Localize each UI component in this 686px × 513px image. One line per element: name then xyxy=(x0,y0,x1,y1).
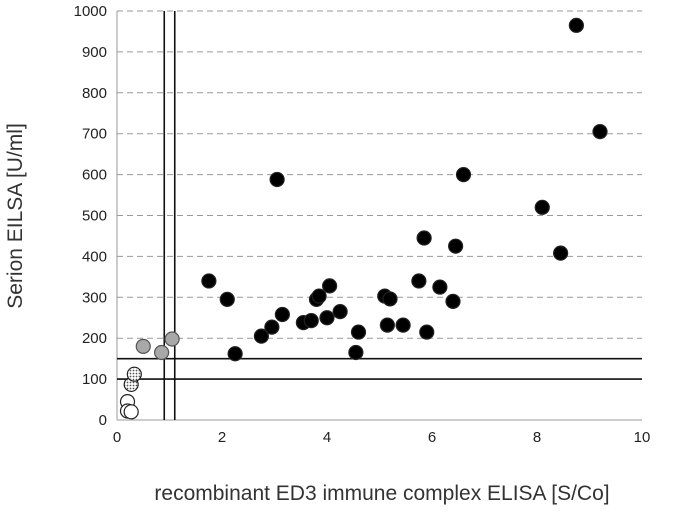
x-tick-label-0: 0 xyxy=(113,429,121,446)
y-tick-label-900: 900 xyxy=(82,44,107,61)
y-tick-label-400: 400 xyxy=(82,248,107,265)
data-point-grey-1 xyxy=(135,338,151,354)
x-tick-label-8: 8 xyxy=(533,429,541,446)
x-tick-label-6: 6 xyxy=(428,429,436,446)
data-point-filled-14 xyxy=(332,304,348,320)
data-point-filled-25 xyxy=(445,293,461,309)
y-tick-label-500: 500 xyxy=(82,208,107,225)
data-point-filled-27 xyxy=(455,167,472,183)
data-point-filled-11 xyxy=(311,288,327,304)
data-point-filled-26 xyxy=(448,238,464,254)
data-point-filled-6 xyxy=(269,171,285,188)
data-point-filled-29 xyxy=(553,245,569,261)
y-tick-label-700: 700 xyxy=(82,126,107,143)
y-tick-label-100: 100 xyxy=(82,371,107,388)
data-point-filled-20 xyxy=(395,317,411,333)
data-point-filled-22 xyxy=(416,230,432,246)
x-tick-label-2: 2 xyxy=(218,429,226,446)
axes xyxy=(116,11,642,421)
tick-labels: 0 100 200 300 400 500 600 700 800 900 1000 0 2 4 6 8 10 xyxy=(74,3,651,446)
data-points xyxy=(119,17,608,420)
y-tick-label-300: 300 xyxy=(82,289,107,306)
data-point-filled-31 xyxy=(592,124,608,140)
data-point-open-3 xyxy=(123,404,139,420)
y-tick-label-1000: 1000 xyxy=(74,3,107,20)
data-point-filled-9 xyxy=(303,313,319,329)
data-point-dotted-2 xyxy=(126,366,142,382)
data-point-filled-19 xyxy=(382,291,398,307)
data-point-filled-13 xyxy=(322,278,338,294)
x-axis-title: recombinant ED3 immune complex ELISA [S/… xyxy=(154,482,609,505)
data-point-filled-7 xyxy=(274,306,290,323)
gridlines xyxy=(117,10,642,380)
y-tick-label-0: 0 xyxy=(99,412,107,429)
data-point-filled-4 xyxy=(253,328,269,344)
data-point-filled-1 xyxy=(201,273,217,289)
data-point-filled-3 xyxy=(227,346,243,362)
data-point-grey-2 xyxy=(154,344,170,361)
data-point-filled-15 xyxy=(348,344,364,361)
data-point-grey-3 xyxy=(164,331,180,347)
y-tick-label-800: 800 xyxy=(82,85,107,102)
data-point-filled-28 xyxy=(534,199,550,215)
data-point-filled-30 xyxy=(568,17,584,33)
data-point-filled-2 xyxy=(219,291,235,307)
y-tick-label-600: 600 xyxy=(82,167,107,184)
y-tick-label-200: 200 xyxy=(82,330,107,347)
x-tick-label-10: 10 xyxy=(634,429,651,446)
x-tick-label-4: 4 xyxy=(323,429,331,446)
data-point-filled-23 xyxy=(419,324,435,340)
data-point-filled-5 xyxy=(264,319,280,335)
data-point-filled-18 xyxy=(379,317,395,333)
y-axis-title: Serion EILSA [U/ml] xyxy=(4,123,27,309)
data-point-filled-12 xyxy=(319,310,335,326)
data-point-filled-16 xyxy=(350,324,367,340)
data-point-filled-24 xyxy=(432,279,448,295)
data-point-filled-21 xyxy=(411,273,427,289)
